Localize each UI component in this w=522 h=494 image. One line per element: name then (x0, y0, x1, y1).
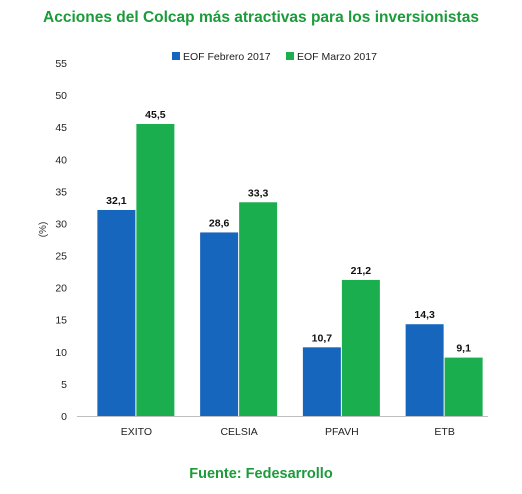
legend-swatch (286, 52, 294, 60)
bar (444, 357, 483, 416)
legend-swatch (172, 52, 180, 60)
y-tick-label: 40 (55, 154, 67, 166)
bar (302, 347, 341, 416)
y-tick-label: 50 (55, 90, 67, 102)
y-tick-label: 20 (55, 283, 67, 295)
data-label: 32,1 (106, 195, 127, 207)
y-tick-label: 55 (55, 58, 67, 70)
bar (97, 209, 136, 416)
y-tick-label: 5 (61, 379, 67, 391)
y-tick-label: 30 (55, 218, 67, 230)
bar (200, 232, 239, 416)
data-label: 28,6 (209, 217, 230, 229)
y-tick-label: 25 (55, 251, 67, 263)
source-note: Fuente: Fedesarrollo (189, 466, 333, 482)
x-tick-label: PFAVH (325, 426, 359, 438)
data-label: 10,7 (312, 332, 333, 344)
y-tick-label: 0 (61, 411, 67, 423)
y-tick-label: 15 (55, 315, 67, 327)
data-label: 33,3 (248, 187, 269, 199)
data-label: 45,5 (145, 109, 166, 121)
bar (405, 324, 444, 416)
bar (341, 279, 380, 416)
data-label: 21,2 (351, 265, 372, 277)
y-tick-label: 10 (55, 347, 67, 359)
bar (136, 123, 175, 417)
data-label: 14,3 (414, 309, 435, 321)
legend-label: EOF Febrero 2017 (183, 51, 271, 63)
x-tick-label: EXITO (121, 426, 152, 438)
x-tick-label: CELSIA (220, 426, 257, 438)
bar (239, 202, 278, 416)
y-tick-label: 45 (55, 122, 67, 134)
y-axis-label: (%) (38, 222, 49, 238)
chart-title: Acciones del Colcap más atractivas para … (43, 9, 479, 26)
data-label: 9,1 (456, 343, 471, 355)
legend-label: EOF Marzo 2017 (297, 51, 377, 63)
y-tick-label: 35 (55, 186, 67, 198)
x-tick-label: ETB (434, 426, 454, 438)
